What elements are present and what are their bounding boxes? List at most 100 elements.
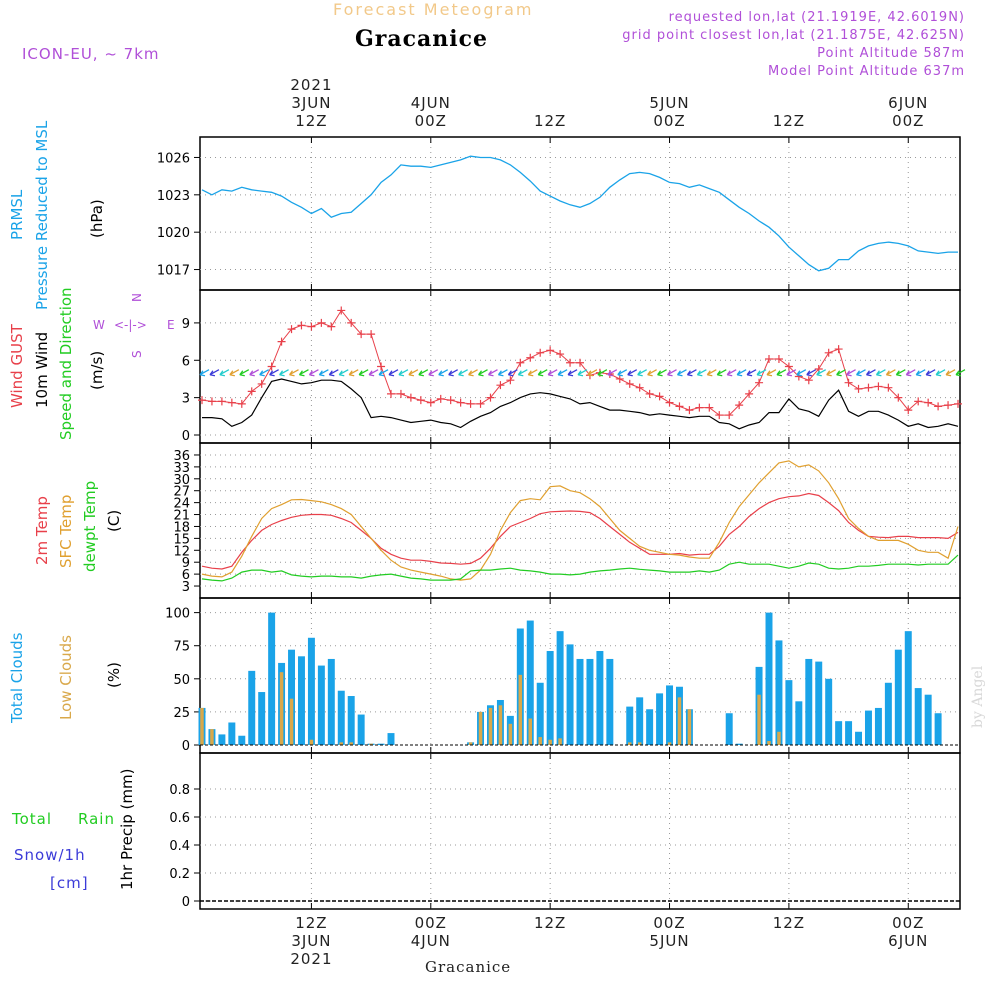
low-cloud-bar — [339, 742, 344, 745]
total-cloud-bar — [636, 697, 644, 745]
low-cloud-bar — [349, 742, 353, 745]
gust-marker — [526, 353, 535, 362]
total-cloud-bar — [297, 656, 305, 745]
gust-marker — [516, 358, 525, 367]
gust-marker — [496, 381, 505, 390]
wind-direction-arrow — [905, 369, 916, 377]
top-tick-label-line: 12Z — [295, 112, 328, 130]
top-tick-label-line: 6JUN — [888, 94, 929, 112]
low-cloud-bar — [548, 739, 552, 745]
bottom-tick-label: 00Z 6JUN — [868, 914, 948, 968]
gust-marker — [635, 383, 644, 392]
model-altitude: Model Point Altitude 637m — [768, 64, 965, 79]
total-cloud-bar — [556, 631, 564, 745]
wind-direction-arrow — [577, 369, 588, 377]
gust-marker — [506, 376, 515, 385]
top-tick-label-line — [749, 76, 829, 94]
total-cloud-bar — [894, 649, 902, 745]
y-tick-label: 1026 — [157, 151, 190, 166]
gust-marker — [456, 398, 465, 407]
bottom-tick-label-line: 6JUN — [888, 932, 929, 950]
wind-direction-arrow — [567, 369, 578, 377]
total-cloud-bar — [785, 680, 793, 745]
top-tick-label-line: 12Z — [772, 112, 806, 130]
total-cloud-bar — [864, 710, 872, 745]
wind-direction-arrow — [229, 369, 240, 377]
gust-marker — [406, 393, 415, 402]
total-cloud-bar — [387, 733, 395, 745]
wind-direction-arrow — [826, 369, 836, 377]
gust-marker — [904, 406, 913, 415]
gust-marker — [665, 398, 674, 407]
bottom-tick-label-line: 2021 — [290, 950, 333, 968]
gust-marker — [934, 402, 943, 411]
gust-marker — [257, 379, 266, 388]
gust-marker — [615, 374, 624, 383]
total-cloud-bar — [934, 713, 942, 745]
y-tick-label: 0.8 — [169, 783, 190, 798]
wind-direction-arrow — [308, 369, 319, 377]
wind-direction-arrow — [686, 369, 697, 377]
y-tick-label: 15 — [173, 532, 190, 547]
top-tick-label: 6JUN 00Z — [868, 76, 948, 130]
top-tick-label-line — [868, 76, 948, 94]
wind-direction-arrow — [547, 369, 558, 377]
total-cloud-bar — [626, 706, 634, 745]
gust-marker — [884, 383, 893, 392]
low-cloud-bar — [369, 743, 373, 745]
top-tick-label: 5JUN 00Z — [630, 76, 710, 130]
total-cloud-bar — [337, 690, 345, 745]
gust-marker — [387, 389, 395, 398]
gust-marker — [566, 358, 575, 367]
gust-marker — [804, 376, 813, 385]
y-tick-label: 0 — [182, 739, 190, 754]
wind-direction-arrow — [259, 369, 269, 377]
gust-marker — [625, 379, 634, 388]
total-cloud-bar — [725, 713, 733, 745]
pressure-line — [201, 155, 958, 272]
wind-direction-arrow — [647, 369, 657, 377]
bottom-tick-label-line: 4JUN — [410, 932, 451, 950]
total-cloud-bar — [656, 693, 664, 745]
wind-direction-arrow — [736, 369, 747, 377]
top-tick-label-line: 4JUN — [410, 94, 451, 112]
low-cloud-bar — [468, 742, 473, 745]
low-cloud-bar — [309, 739, 314, 745]
total-cloud-bar — [845, 721, 853, 745]
requested-coords: requested lon,lat (21.1919E, 42.6019N) — [668, 10, 965, 25]
wind-direction-arrow — [925, 369, 936, 377]
wind-direction-arrow — [279, 369, 289, 377]
point-altitude: Point Altitude 587m — [817, 46, 965, 61]
wind-direction-arrow — [209, 369, 220, 377]
gust-marker — [844, 378, 853, 387]
temp2m-line — [201, 492, 959, 570]
total-cloud-bar — [566, 644, 574, 745]
total-cloud-bar — [884, 682, 892, 745]
gust-marker — [287, 325, 296, 334]
total-cloud-bar — [347, 696, 355, 745]
gust-marker — [874, 382, 883, 391]
total-cloud-bar — [874, 707, 882, 745]
total-cloud-bar — [735, 743, 743, 745]
total-cloud-bar — [795, 701, 803, 745]
bottom-tick-label-line — [749, 950, 829, 968]
top-tick-label-line — [391, 76, 471, 94]
total-cloud-bar — [327, 658, 335, 745]
wind-direction-arrow — [716, 369, 727, 377]
low-cloud-bar — [767, 741, 771, 745]
low-cloud-bar — [498, 705, 503, 745]
total-cloud-bar — [357, 714, 365, 745]
low-cloud-bar — [528, 718, 533, 745]
y-tick-label: 0.4 — [169, 839, 190, 854]
total-cloud-bar — [377, 743, 385, 745]
top-tick-label-line — [510, 76, 590, 94]
y-tick-label: 9 — [182, 317, 190, 332]
y-tick-label: 0.6 — [169, 811, 190, 826]
wind-direction-arrow — [915, 369, 926, 377]
compass-e: E — [167, 318, 175, 332]
gust-marker — [695, 403, 704, 412]
gust-marker — [944, 401, 953, 410]
wind-direction-arrow — [398, 369, 409, 377]
low-cloud-bar — [508, 723, 513, 745]
wind-direction-arrow — [746, 369, 757, 377]
